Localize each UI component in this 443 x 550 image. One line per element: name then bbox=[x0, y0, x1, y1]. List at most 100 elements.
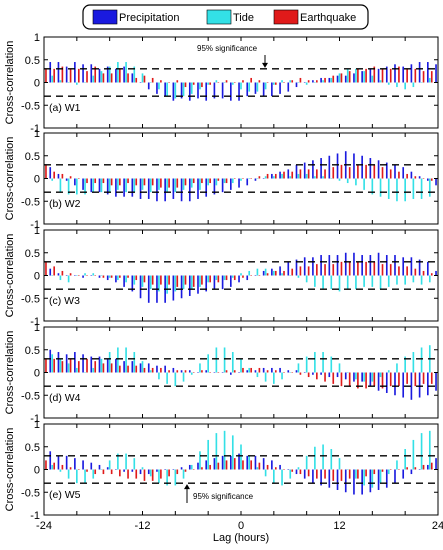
bar-earthquake bbox=[274, 173, 277, 179]
bar-precipitation bbox=[156, 82, 158, 94]
annotation-arrow-head-a bbox=[262, 62, 268, 68]
bar-earthquake bbox=[406, 68, 408, 83]
bar-earthquake bbox=[233, 458, 236, 470]
bar-earthquake bbox=[160, 469, 162, 479]
bar-precipitation bbox=[238, 372, 240, 373]
bar-earthquake bbox=[324, 469, 326, 479]
bar-precipitation bbox=[98, 356, 101, 373]
bar-earthquake bbox=[291, 268, 294, 276]
bar-precipitation bbox=[287, 169, 290, 179]
bar-earthquake bbox=[233, 82, 236, 83]
bar-tide bbox=[133, 66, 136, 83]
bar-earthquake bbox=[119, 469, 121, 477]
bar-precipitation bbox=[303, 469, 306, 479]
bar-earthquake bbox=[291, 372, 294, 373]
bar-precipitation bbox=[427, 62, 429, 83]
bar-tide bbox=[412, 275, 415, 283]
bar-tide bbox=[51, 75, 54, 83]
bar-earthquake bbox=[357, 164, 359, 179]
bar-earthquake bbox=[168, 469, 170, 477]
bar-precipitation bbox=[361, 255, 363, 276]
bar-tide bbox=[363, 178, 365, 190]
bar-tide bbox=[396, 460, 398, 470]
bar-precipitation bbox=[65, 66, 68, 83]
bar-earthquake bbox=[324, 169, 326, 179]
panel-3: 1 0.5 0 -0.5 -1 (c) W3 Cross-correlation bbox=[4, 225, 439, 328]
bar-precipitation bbox=[49, 62, 52, 83]
bar-tide bbox=[59, 469, 62, 472]
bar-tide bbox=[51, 275, 54, 276]
bar-precipitation bbox=[353, 252, 355, 276]
bar-tide bbox=[174, 469, 177, 486]
bar-earthquake bbox=[119, 365, 121, 373]
bar-precipitation bbox=[410, 469, 413, 475]
x-tick-label: -24 bbox=[36, 520, 52, 532]
bar-precipitation bbox=[287, 82, 290, 92]
bar-earthquake bbox=[357, 261, 359, 276]
bar-precipitation bbox=[410, 64, 413, 83]
bar-tide bbox=[305, 455, 308, 470]
y-tick-label: 0.5 bbox=[25, 345, 40, 357]
bar-precipitation bbox=[328, 155, 331, 179]
bar-tide bbox=[281, 273, 283, 276]
bar-earthquake bbox=[422, 372, 425, 384]
bar-earthquake bbox=[266, 82, 269, 83]
bar-precipitation bbox=[295, 164, 298, 179]
bar-tide bbox=[363, 469, 365, 486]
bar-earthquake bbox=[94, 469, 97, 475]
bar-precipitation bbox=[427, 464, 429, 470]
bar-earthquake bbox=[398, 266, 400, 276]
bar-tide bbox=[346, 68, 349, 83]
bar-earthquake bbox=[340, 469, 343, 481]
bar-tide bbox=[371, 372, 374, 382]
bar-precipitation bbox=[221, 275, 224, 290]
bar-earthquake bbox=[102, 178, 105, 184]
bar-earthquake bbox=[225, 178, 228, 184]
bar-tide bbox=[207, 178, 209, 186]
bar-precipitation bbox=[287, 370, 290, 373]
bar-precipitation bbox=[57, 173, 60, 179]
bar-earthquake bbox=[250, 178, 252, 179]
bar-earthquake bbox=[274, 370, 277, 373]
bar-precipitation bbox=[435, 270, 437, 276]
bar-earthquake bbox=[86, 178, 88, 184]
bar-precipitation bbox=[262, 458, 265, 470]
bar-tide bbox=[190, 82, 193, 94]
y-axis-label: Cross-correlation bbox=[4, 137, 16, 221]
bar-precipitation bbox=[369, 372, 372, 387]
bar-precipitation bbox=[115, 178, 117, 197]
bar-tide bbox=[264, 82, 267, 90]
bar-tide bbox=[371, 178, 374, 195]
bar-precipitation bbox=[410, 171, 413, 179]
bar-earthquake bbox=[381, 264, 384, 276]
bar-tide bbox=[59, 275, 62, 281]
bar-precipitation bbox=[246, 178, 249, 186]
bar-precipitation bbox=[57, 62, 60, 83]
bar-precipitation bbox=[131, 469, 134, 472]
bar-precipitation bbox=[303, 82, 306, 83]
bar-precipitation bbox=[164, 469, 166, 470]
bar-precipitation bbox=[418, 259, 421, 276]
bar-earthquake bbox=[127, 178, 129, 184]
y-tick-label: -1 bbox=[30, 123, 40, 135]
bar-earthquake bbox=[201, 467, 203, 470]
bar-precipitation bbox=[221, 82, 224, 99]
bar-precipitation bbox=[221, 372, 224, 373]
bar-precipitation bbox=[402, 372, 405, 398]
bar-tide bbox=[84, 469, 86, 484]
panel-1: 1 0.5 0 -0.5 -1 (a) W1 Cross-correlation bbox=[4, 32, 439, 135]
bar-precipitation bbox=[238, 453, 240, 470]
bar-earthquake bbox=[414, 68, 417, 83]
bar-earthquake bbox=[242, 460, 244, 470]
bar-tide bbox=[240, 82, 242, 90]
bar-precipitation bbox=[418, 469, 421, 470]
bar-earthquake bbox=[422, 71, 425, 83]
bar-tide bbox=[215, 433, 218, 470]
bar-tide bbox=[338, 178, 341, 181]
bar-tide bbox=[363, 71, 365, 83]
bar-precipitation bbox=[328, 77, 331, 83]
bar-tide bbox=[108, 178, 111, 193]
bar-precipitation bbox=[320, 77, 322, 83]
bar-earthquake bbox=[192, 178, 195, 184]
bar-earthquake bbox=[69, 467, 72, 470]
